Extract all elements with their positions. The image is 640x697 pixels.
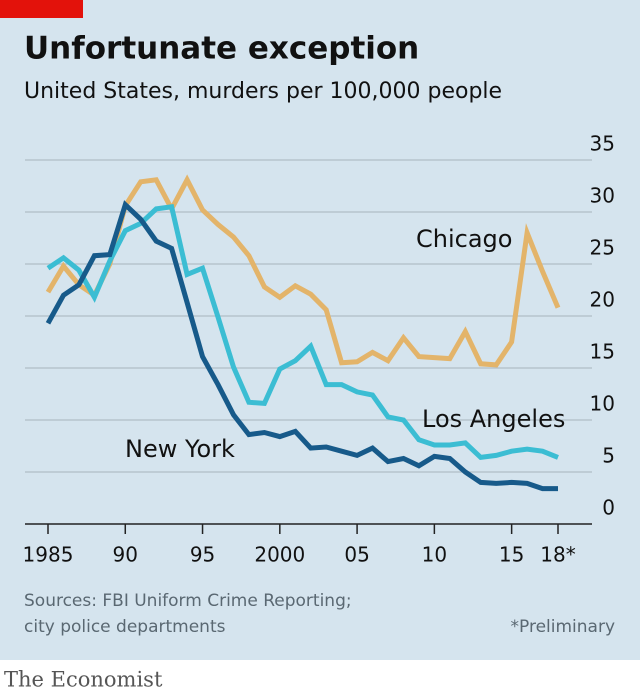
series-line (45, 200, 558, 492)
y-tick-label: 30 (590, 184, 615, 208)
y-tick-label: 10 (590, 392, 615, 416)
y-tick-label: 5 (602, 444, 615, 468)
x-tick-label: 2000 (254, 543, 305, 567)
y-tick-label: 20 (590, 288, 615, 312)
x-tick-label: 10 (422, 543, 447, 567)
red-tag (0, 0, 83, 18)
series-label: Chicago (416, 225, 512, 253)
background (0, 0, 640, 660)
series-label: New York (125, 435, 235, 463)
series-line (45, 174, 561, 368)
y-tick-label: 15 (590, 340, 615, 364)
series-line (46, 204, 559, 461)
x-tick-label: 1985 (23, 543, 74, 567)
note: *Preliminary (511, 617, 616, 637)
source: city police departments (24, 617, 226, 637)
y-tick-label: 35 (590, 132, 615, 156)
x-tick-label: 05 (344, 543, 369, 567)
x-tick-label: 90 (113, 543, 138, 567)
x-tick-label: 15 (499, 543, 524, 567)
x-tick-label: 18* (540, 543, 575, 567)
source: Sources: FBI Uniform Crime Reporting; (24, 591, 352, 611)
series-label: Los Angeles (422, 405, 565, 433)
chart-subtitle: United States, murders per 100,000 peopl… (24, 79, 502, 104)
chart-title: Unfortunate exception (24, 31, 419, 67)
publisher: The Economist (4, 668, 163, 692)
x-tick-label: 95 (190, 543, 215, 567)
y-tick-label: 25 (590, 236, 615, 260)
y-tick-label: 0 (602, 496, 615, 520)
